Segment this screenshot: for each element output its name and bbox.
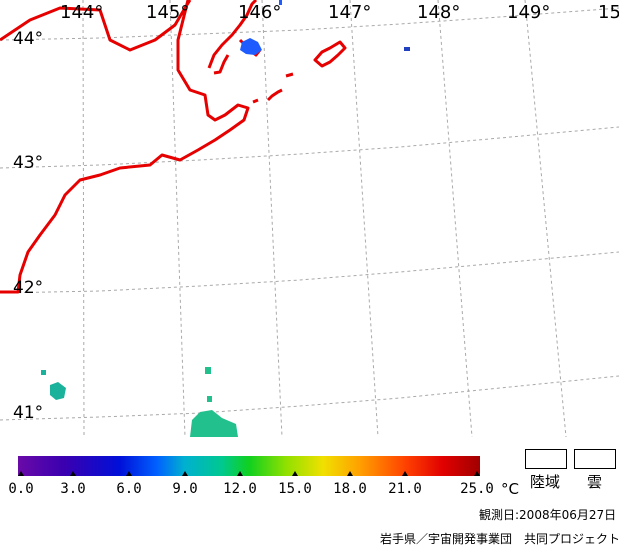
lat-label-44: 44° [13, 29, 44, 49]
lat-line-41 [0, 375, 619, 421]
shiretoko-peninsula [207, 0, 258, 75]
tick-label-9: 9.0 [172, 481, 198, 497]
shikotan-island [313, 40, 347, 68]
lon-line-145 [169, 0, 186, 437]
land-legend-label: 陸域 [530, 473, 561, 491]
tick-mark-6 [126, 471, 132, 476]
sst-pixels [41, 0, 410, 437]
lat-line-44 [0, 7, 619, 41]
color-bar-tick-marks [18, 471, 480, 476]
hokkaido-east-coast [0, 0, 250, 294]
coastline [0, 0, 347, 294]
sst-patch-north [240, 38, 262, 55]
lon-line-148 [437, 0, 473, 437]
lon-line-149 [524, 0, 567, 437]
graticule [0, 0, 619, 437]
tick-mark-0 [18, 471, 24, 476]
tick-label-18: 18.0 [333, 481, 367, 497]
sst-patch-west-1 [50, 382, 66, 400]
tick-mark-9 [182, 471, 188, 476]
sst-patch-south-small-1 [205, 367, 211, 374]
sst-patch-offshore [404, 47, 410, 51]
lon-label-145: 145° [146, 2, 190, 23]
lon-line-146 [261, 0, 283, 437]
tick-mark-15 [292, 471, 298, 476]
lat-label-41: 41° [13, 403, 44, 423]
lon-line-147 [349, 0, 379, 437]
lon-label-149: 149° [507, 2, 551, 23]
land-legend-swatch [525, 449, 567, 469]
tick-label-21: 21.0 [388, 481, 422, 497]
observation-date: 観測日:2008年06月27日 [479, 508, 617, 522]
lon-label-146: 146° [238, 2, 282, 23]
tick-label-15: 15.0 [278, 481, 312, 497]
tick-label-3: 3.0 [60, 481, 86, 497]
tick-mark-25 [474, 471, 480, 476]
credit-line: 岩手県／宇宙開発事業団 共同プロジェクト [380, 532, 619, 546]
sst-patch-north-small [279, 0, 282, 5]
lat-label-43: 43° [13, 153, 44, 173]
lon-label-150: 15 [598, 2, 619, 23]
tick-mark-21 [402, 471, 408, 476]
tick-label-25: 25.0 [460, 481, 494, 497]
sst-map: 144° 145° 146° 147° 148° 149° 15 44° 43°… [0, 0, 619, 437]
map-canvas [0, 0, 619, 437]
color-bar [18, 456, 480, 476]
unit-label: °C [501, 480, 519, 498]
tick-mark-3 [70, 471, 76, 476]
cloud-legend-swatch [574, 449, 616, 469]
tick-mark-18 [347, 471, 353, 476]
color-bar-gradient [18, 456, 480, 476]
lon-line-144 [82, 0, 85, 437]
sst-patch-south-small-2 [207, 396, 212, 402]
sst-patch-west-2 [41, 370, 46, 375]
lat-line-43 [0, 126, 619, 169]
tick-label-0: 0.0 [8, 481, 34, 497]
habomai-islands [252, 72, 294, 104]
tick-mark-12 [237, 471, 243, 476]
lon-label-148: 148° [417, 2, 461, 23]
lat-line-42 [0, 251, 619, 294]
lat-label-42: 42° [13, 278, 44, 298]
tick-label-12: 12.0 [223, 481, 257, 497]
lon-label-147: 147° [328, 2, 372, 23]
sst-patch-south [190, 410, 238, 437]
cloud-legend-label: 雲 [587, 473, 603, 491]
tick-label-6: 6.0 [116, 481, 142, 497]
lon-label-144: 144° [60, 2, 104, 23]
